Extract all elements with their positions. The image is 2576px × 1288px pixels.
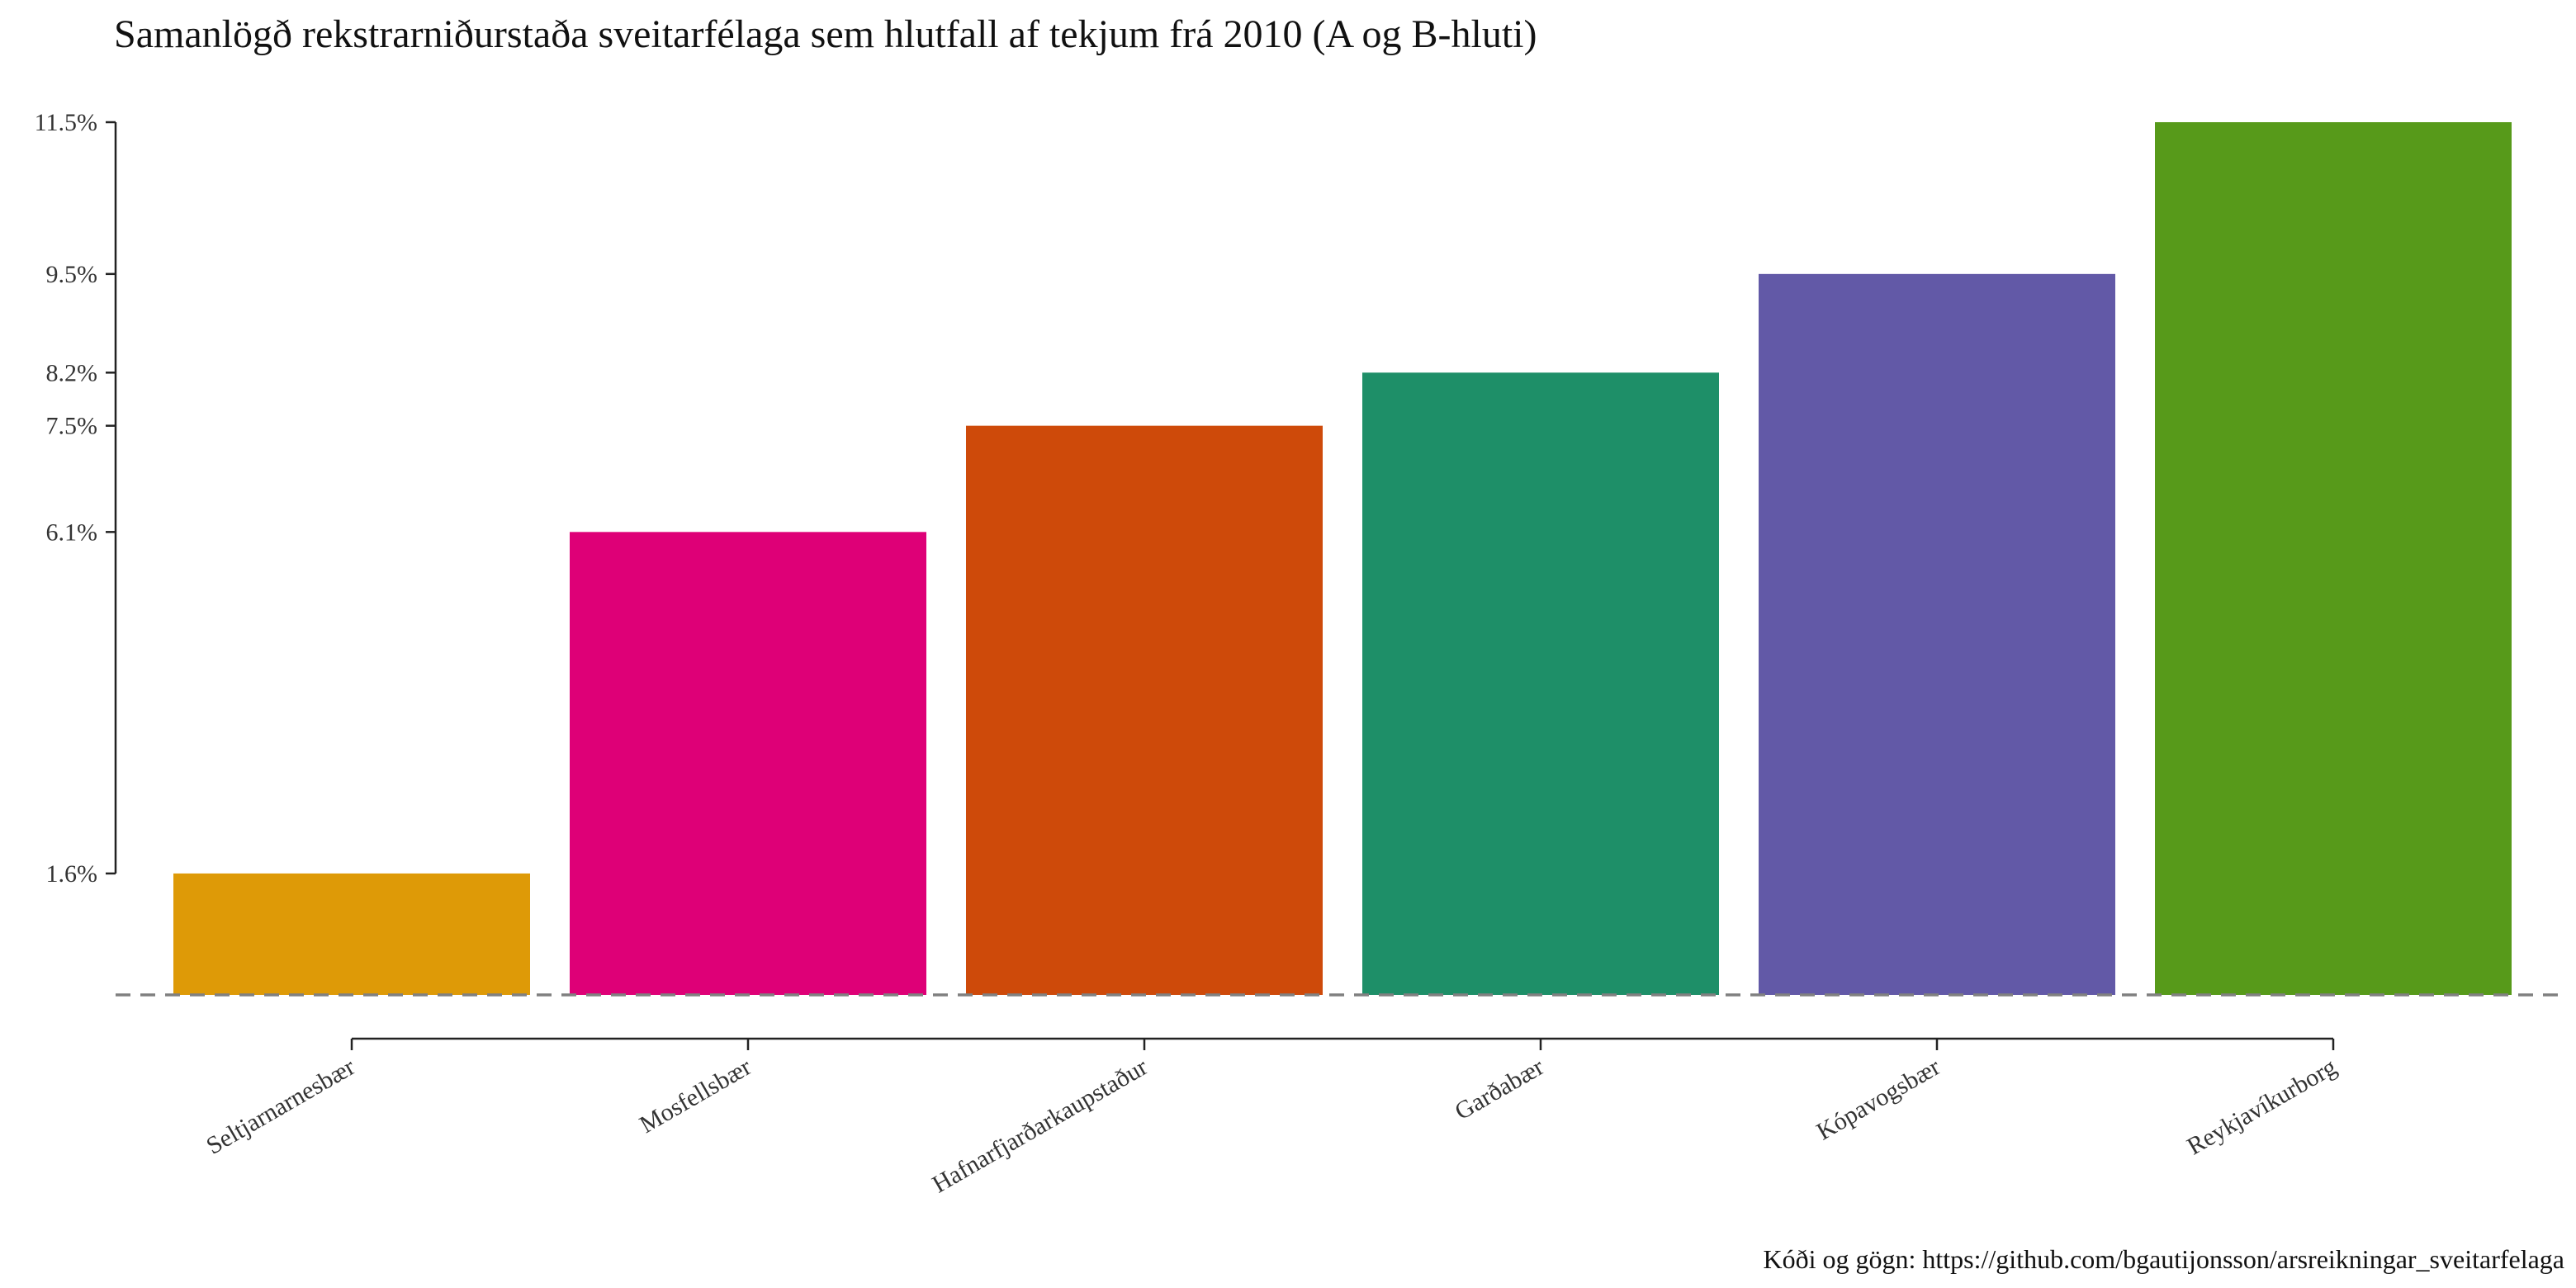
x-tick-label: Seltjarnarnesbær	[201, 1053, 359, 1159]
bar-seltjarnarnesbaer	[173, 873, 530, 995]
chart-caption: Kóði og gögn: https://github.com/bgautij…	[1764, 1244, 2565, 1274]
y-tick-label: 6.1%	[46, 519, 98, 546]
bar-hafnarfjardarkaupstadur	[966, 425, 1323, 995]
x-tick-label: Mosfellsbær	[635, 1053, 755, 1139]
y-ticks-group: 1.6% 6.1% 7.5% 8.2% 9.5% 11.5%	[35, 109, 116, 888]
x-tick-label: Garðabær	[1451, 1053, 1549, 1125]
y-tick-label: 7.5%	[46, 413, 98, 440]
x-tick-label: Hafnarfjarðarkaupstaður	[928, 1053, 1153, 1198]
y-tick-label: 8.2%	[46, 359, 98, 386]
y-tick-label: 1.6%	[46, 860, 98, 888]
y-tick-label: 9.5%	[46, 261, 98, 288]
bars-group	[173, 122, 2512, 996]
bar-reykjavikurborg	[2155, 122, 2512, 995]
bar-mosfellsbaer	[570, 532, 926, 995]
bar-kopavogsbaer	[1759, 273, 2115, 996]
chart-title: Samanlögð rekstrarniðurstaða sveitarféla…	[114, 12, 1537, 56]
x-tick-label: Reykjavíkurborg	[2182, 1053, 2341, 1160]
bar-gardabaer	[1362, 372, 1719, 995]
x-ticks-group: Seltjarnarnesbær Mosfellsbær Hafnarfjarðar…	[201, 1039, 2342, 1198]
y-tick-label: 11.5%	[35, 109, 97, 136]
x-tick-label: Kópavogsbær	[1812, 1053, 1945, 1145]
